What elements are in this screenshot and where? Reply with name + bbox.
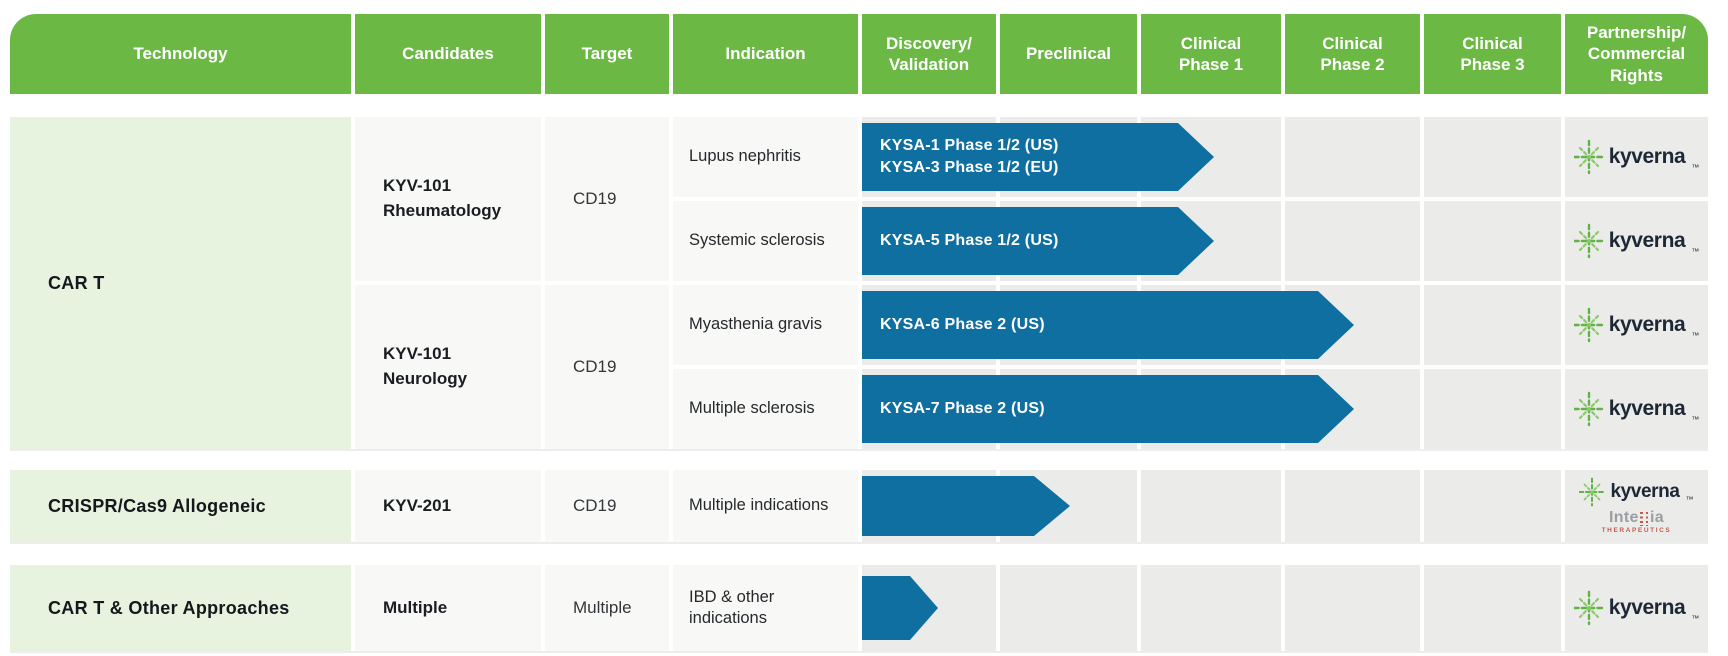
column-header-candidates: Candidates xyxy=(355,14,541,94)
target-cell: CD19 xyxy=(545,470,669,542)
arrow-label: KYSA-1 Phase 1/2 (US) KYSA-3 Phase 1/2 (… xyxy=(880,136,1059,176)
phase-cell xyxy=(1424,369,1561,449)
kyverna-starburst-icon xyxy=(1579,477,1606,507)
trademark-symbol: ™ xyxy=(1685,495,1694,505)
candidate-cell: KYV-101 Rheumatology xyxy=(355,117,541,281)
kyverna-wordmark: kyverna xyxy=(1610,481,1680,503)
candidate-cell: Multiple xyxy=(355,565,541,651)
indication-cell: Systemic sclerosis xyxy=(673,201,858,281)
kyverna-starburst-icon xyxy=(1573,590,1604,626)
phase-cell xyxy=(1285,201,1420,281)
group-car-t: CAR T KYV-101 Rheumatology CD19 KYV-101 … xyxy=(10,117,1708,449)
column-header-discovery-validation: Discovery/ Validation xyxy=(862,14,996,94)
phase-cell xyxy=(1285,565,1420,651)
arrow-label: KYSA-5 Phase 1/2 (US) xyxy=(880,231,1059,249)
kyverna-wordmark: kyverna xyxy=(1608,229,1686,252)
trademark-symbol: ™ xyxy=(1691,163,1700,172)
phase-cell xyxy=(1285,117,1420,197)
kyverna-logo: kyverna ™ xyxy=(1573,223,1700,259)
kyverna-wordmark: kyverna xyxy=(1608,313,1686,336)
kyverna-starburst-icon xyxy=(1573,223,1604,259)
pipeline-arrow: KYSA-6 Phase 2 (US) xyxy=(862,291,1354,359)
technology-cell: CAR T & Other Approaches xyxy=(10,565,351,651)
intellia-dotted-l-icon xyxy=(1645,512,1649,527)
indication-cell: Myasthenia gravis xyxy=(673,285,858,365)
partner-cell: kyverna ™ Inte ia THERAPEUTICS xyxy=(1565,470,1708,542)
arrow-label: KYSA-6 Phase 2 (US) xyxy=(880,315,1045,333)
intellia-dotted-l-icon xyxy=(1640,512,1643,527)
partner-cell: kyverna ™ xyxy=(1565,285,1708,365)
kyverna-logo: kyverna ™ xyxy=(1573,307,1700,343)
candidate-cell: KYV-101 Neurology xyxy=(355,285,541,449)
group-car-t-other: CAR T & Other Approaches Multiple Multip… xyxy=(10,565,1708,651)
column-header-clinical-phase-3: Clinical Phase 3 xyxy=(1424,14,1561,94)
target-cell: CD19 xyxy=(545,117,669,281)
column-header-technology: Technology xyxy=(10,14,351,94)
trademark-symbol: ™ xyxy=(1691,614,1700,623)
intellia-therapeutics-label: THERAPEUTICS xyxy=(1601,527,1672,535)
phase-cell xyxy=(1000,565,1137,651)
column-header-partnership: Partnership/ Commercial Rights xyxy=(1565,14,1708,94)
pipeline-arrow: KYSA-7 Phase 2 (US) xyxy=(862,375,1354,443)
indication-cell: Multiple sclerosis xyxy=(673,369,858,449)
kyverna-logo: kyverna ™ xyxy=(1573,139,1700,175)
phase-cell xyxy=(1424,470,1561,542)
kyverna-wordmark: kyverna xyxy=(1608,596,1686,619)
kyverna-logo: kyverna ™ xyxy=(1579,477,1694,507)
target-cell: Multiple xyxy=(545,565,669,651)
kyverna-wordmark: kyverna xyxy=(1608,145,1686,168)
kyverna-logo: kyverna ™ xyxy=(1573,391,1700,427)
kyverna-starburst-icon xyxy=(1573,139,1604,175)
column-header-clinical-phase-2: Clinical Phase 2 xyxy=(1285,14,1420,94)
intellia-wordmark: Inte ia xyxy=(1609,509,1664,527)
indication-cell: Multiple indications xyxy=(673,470,858,542)
phase-cell xyxy=(1141,470,1281,542)
technology-cell: CRISPR/Cas9 Allogeneic xyxy=(10,470,351,542)
partner-cell: kyverna ™ xyxy=(1565,201,1708,281)
partner-cell: kyverna ™ xyxy=(1565,369,1708,449)
pipeline-arrow: KYSA-1 Phase 1/2 (US) KYSA-3 Phase 1/2 (… xyxy=(862,123,1214,191)
phase-cell xyxy=(1424,201,1561,281)
trademark-symbol: ™ xyxy=(1691,331,1700,340)
indication-cell: IBD & other indications xyxy=(673,565,858,651)
phase-cell xyxy=(1424,117,1561,197)
column-header-clinical-phase-1: Clinical Phase 1 xyxy=(1141,14,1281,94)
partner-cell: kyverna ™ xyxy=(1565,117,1708,197)
partner-cell: kyverna ™ xyxy=(1565,565,1708,651)
intellia-logo: Inte ia THERAPEUTICS xyxy=(1602,510,1672,535)
pipeline-table: Technology Candidates Target Indication … xyxy=(10,14,1708,651)
trademark-symbol: ™ xyxy=(1691,415,1700,424)
arrow-label: KYSA-7 Phase 2 (US) xyxy=(880,399,1045,417)
trademark-symbol: ™ xyxy=(1691,247,1700,256)
pipeline-arrow xyxy=(862,476,1070,536)
phase-cell xyxy=(1424,285,1561,365)
kyverna-starburst-icon xyxy=(1573,307,1604,343)
phase-cell xyxy=(1424,565,1561,651)
table-header: Technology Candidates Target Indication … xyxy=(10,14,1708,94)
kyverna-starburst-icon xyxy=(1573,391,1604,427)
kyverna-logo: kyverna ™ xyxy=(1573,590,1700,626)
pipeline-arrow: KYSA-5 Phase 1/2 (US) xyxy=(862,207,1214,275)
phase-cell xyxy=(1141,565,1281,651)
indication-cell: Lupus nephritis xyxy=(673,117,858,197)
column-header-indication: Indication xyxy=(673,14,858,94)
column-header-preclinical: Preclinical xyxy=(1000,14,1137,94)
column-header-target: Target xyxy=(545,14,669,94)
technology-cell: CAR T xyxy=(10,117,351,449)
target-cell: CD19 xyxy=(545,285,669,449)
candidate-cell: KYV-201 xyxy=(355,470,541,542)
kyverna-wordmark: kyverna xyxy=(1608,397,1686,420)
group-crispr-cas9: CRISPR/Cas9 Allogeneic KYV-201 CD19 Mult… xyxy=(10,470,1708,542)
phase-cell xyxy=(1285,470,1420,542)
